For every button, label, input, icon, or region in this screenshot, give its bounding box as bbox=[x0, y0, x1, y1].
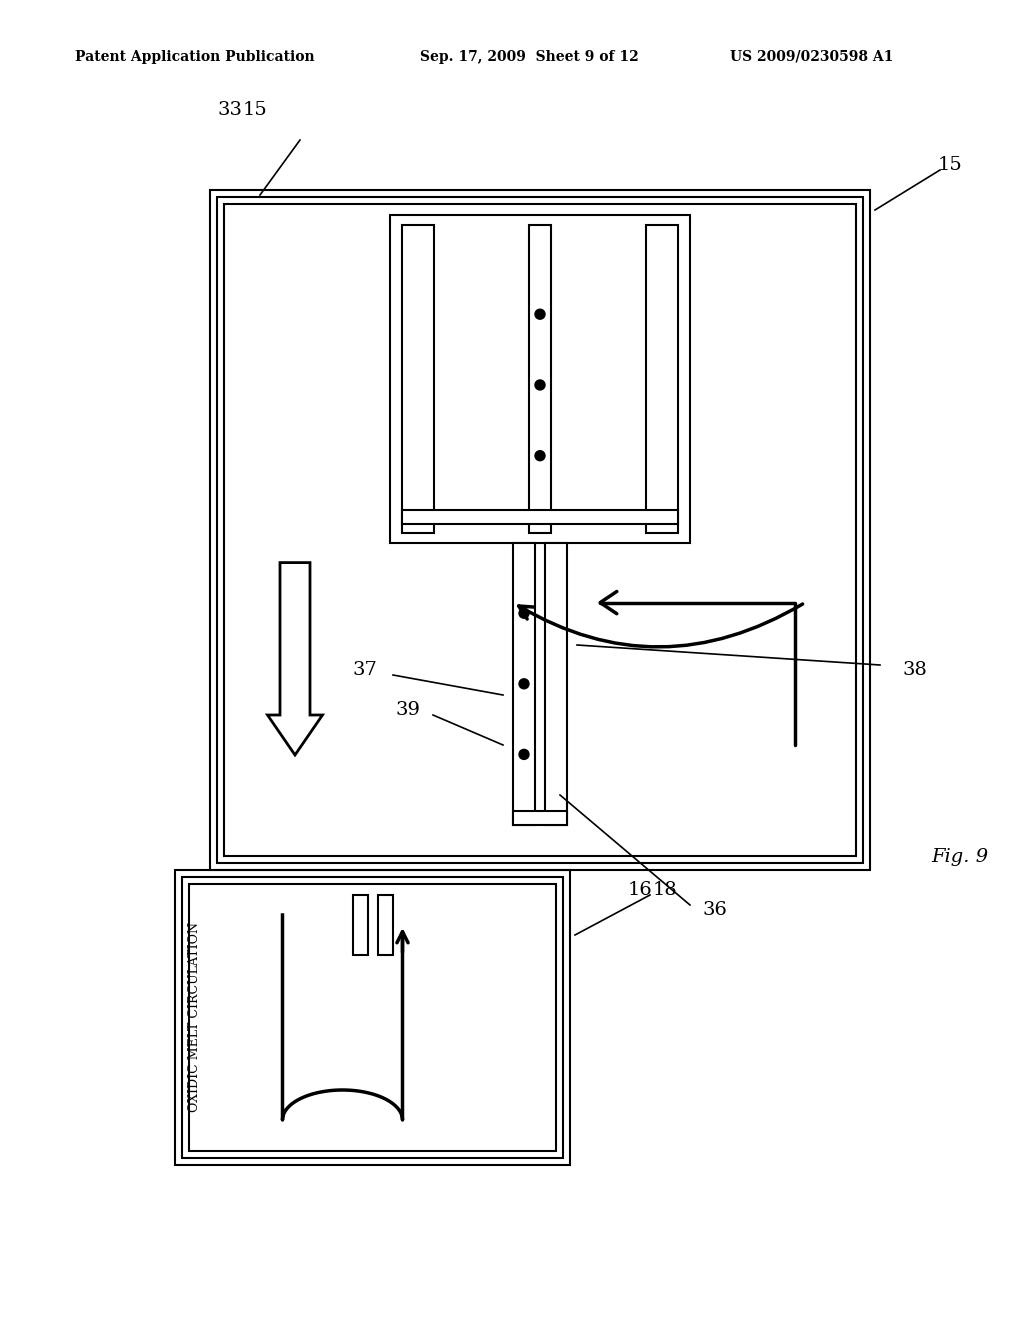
Text: Fig. 9: Fig. 9 bbox=[932, 849, 988, 866]
Bar bbox=[529, 224, 551, 532]
FancyArrowPatch shape bbox=[600, 591, 795, 744]
Text: 18: 18 bbox=[652, 880, 677, 899]
Bar bbox=[378, 895, 392, 954]
Bar bbox=[646, 224, 678, 532]
Bar bbox=[402, 224, 434, 532]
Text: 15: 15 bbox=[938, 156, 963, 174]
Text: 39: 39 bbox=[395, 701, 421, 719]
Circle shape bbox=[519, 678, 529, 689]
Bar bbox=[402, 511, 678, 524]
Circle shape bbox=[519, 609, 529, 618]
Text: US 2009/0230598 A1: US 2009/0230598 A1 bbox=[730, 50, 893, 63]
Bar bbox=[513, 810, 567, 825]
Bar bbox=[189, 884, 556, 1151]
Circle shape bbox=[519, 750, 529, 759]
Bar bbox=[352, 895, 368, 954]
Text: Sep. 17, 2009  Sheet 9 of 12: Sep. 17, 2009 Sheet 9 of 12 bbox=[420, 50, 639, 63]
Bar bbox=[182, 876, 563, 1158]
Bar bbox=[217, 197, 863, 863]
Bar bbox=[175, 870, 570, 1166]
Bar bbox=[545, 543, 567, 825]
Text: 33: 33 bbox=[217, 102, 243, 119]
Text: 36: 36 bbox=[702, 902, 727, 919]
Text: OXIDIC MELT CIRCULATION: OXIDIC MELT CIRCULATION bbox=[188, 923, 202, 1113]
Bar bbox=[390, 215, 690, 543]
Circle shape bbox=[535, 450, 545, 461]
Bar bbox=[210, 190, 870, 870]
Text: 38: 38 bbox=[902, 661, 928, 678]
Text: 15: 15 bbox=[243, 102, 267, 119]
Bar bbox=[224, 205, 856, 855]
Text: 16: 16 bbox=[628, 880, 652, 899]
FancyArrow shape bbox=[267, 562, 323, 755]
Circle shape bbox=[535, 380, 545, 389]
Text: Patent Application Publication: Patent Application Publication bbox=[75, 50, 314, 63]
Bar bbox=[513, 543, 535, 825]
Circle shape bbox=[535, 309, 545, 319]
Text: 37: 37 bbox=[352, 661, 378, 678]
